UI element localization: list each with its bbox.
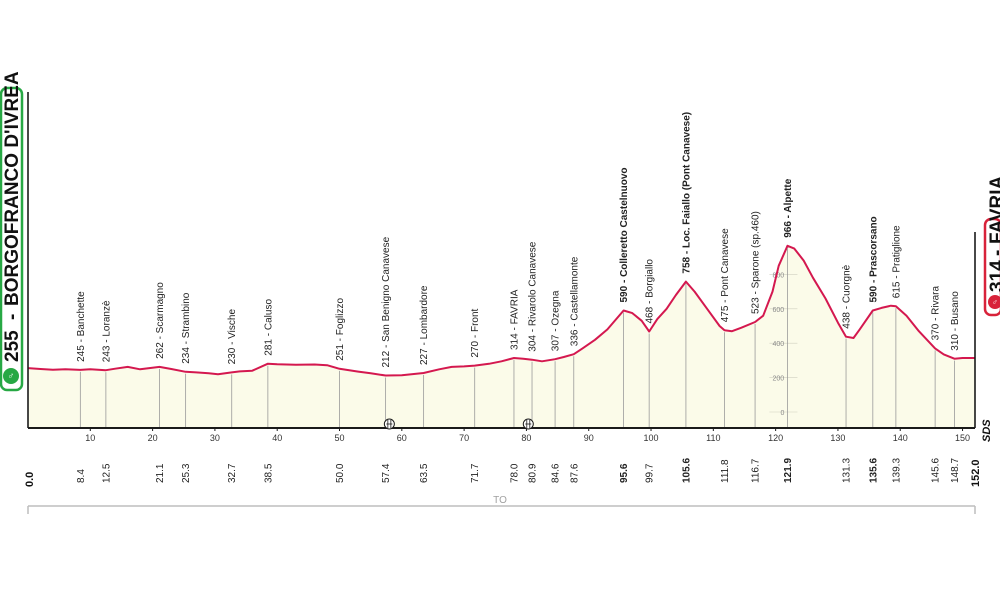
x-tick-label: 20 — [148, 433, 158, 443]
waypoint-km: 21.1 — [155, 463, 166, 483]
waypoint-km: 50.0 — [335, 463, 346, 483]
waypoint-km: 12.5 — [101, 463, 112, 483]
altitude-tick-label: 800 — [773, 272, 785, 279]
waypoint-label: 758 - Loc. Faiallo (Pont Canavese) — [681, 112, 692, 274]
waypoint-label: 304 - Rivarolo Canavese — [528, 241, 539, 351]
waypoint-label: 590 - Colleretto Castelnuovo — [619, 167, 630, 302]
waypoint-label: 966 - Alpette — [783, 178, 794, 238]
finish-badge: ♂ 314 - FAVRIA — [983, 175, 1000, 317]
sds-logo: SDS — [981, 419, 993, 442]
waypoint-km: 99.7 — [645, 463, 656, 483]
waypoint-label: 281 - Caluso — [263, 299, 274, 356]
x-tick-label: 120 — [768, 433, 783, 443]
waypoint-label: 230 - Vische — [227, 309, 238, 365]
waypoint-label: 234 - Strambino — [181, 292, 192, 364]
x-tick-label: 40 — [272, 433, 282, 443]
x-tick-label: 110 — [706, 433, 720, 443]
waypoint-km: 139.3 — [891, 458, 902, 483]
waypoint-km: 80.9 — [528, 463, 539, 483]
waypoint-label: 310 - Busano — [950, 291, 961, 351]
waypoint-km: 8.4 — [76, 469, 87, 483]
finish-dash: - — [987, 250, 1000, 256]
x-tick-label: 60 — [397, 433, 407, 443]
waypoint-label: 212 - San Benigno Canavese — [381, 236, 392, 367]
x-tick-label: 140 — [893, 433, 908, 443]
waypoint-km: 87.6 — [569, 463, 580, 483]
x-tick-label: 70 — [459, 433, 469, 443]
x-tick-label: 10 — [85, 433, 95, 443]
start-badge: ♂ 255 - BORGOFRANCO D'IVREA — [0, 71, 24, 392]
waypoint-km: 38.5 — [263, 463, 274, 483]
waypoint-label: 438 - Cuorgnè — [842, 264, 853, 328]
waypoint-km: 121.9 — [783, 458, 794, 483]
waypoint-label: 262 - Scarmagno — [155, 282, 166, 359]
waypoint-label: 590 - Prascorsano — [868, 216, 879, 302]
waypoint-label: 245 - Banchette — [76, 291, 87, 362]
waypoint-km: 111.8 — [720, 459, 731, 483]
waypoint-label: 243 - Loranzè — [101, 300, 112, 362]
bottom-bracket: TO — [27, 495, 976, 514]
waypoint-km: 105.6 — [681, 458, 692, 483]
x-tick-label: 90 — [584, 433, 594, 443]
waypoint-km: 145.6 — [931, 458, 942, 483]
waypoint-km: 135.6 — [868, 458, 879, 483]
finish-cyclist-icon: ♂ — [992, 298, 998, 307]
profile-line — [27, 244, 975, 377]
start-icon — [3, 368, 19, 384]
waypoint-label: 370 - Rivara — [931, 285, 942, 340]
waypoint-km: 131.3 — [842, 458, 853, 483]
start-km: 0.0 — [24, 472, 36, 487]
waypoint-label: 270 - Front — [470, 308, 481, 357]
altitude-tick-label: 400 — [773, 341, 785, 348]
altitude-tick-label: 200 — [773, 376, 785, 383]
waypoint-km: 78.0 — [510, 463, 521, 483]
finish-icon — [988, 295, 1000, 309]
waypoint-km: 148.7 — [950, 458, 961, 483]
province-label: TO — [493, 495, 507, 506]
x-tick-label: 130 — [830, 433, 845, 443]
waypoint-label: 468 - Borgiallo — [645, 259, 656, 324]
waypoint-km: 95.6 — [619, 463, 630, 483]
x-tick-label: 50 — [335, 433, 345, 443]
bridge-icon — [522, 418, 534, 430]
x-tick-label: 30 — [210, 433, 220, 443]
finish-altitude: 314 — [987, 260, 1000, 292]
waypoint-km: 116.7 — [751, 458, 762, 483]
waypoint-label: 523 - Sparone (sp.460) — [751, 211, 762, 314]
waypoint-km: 32.7 — [227, 463, 238, 483]
x-tick-label: 80 — [521, 433, 531, 443]
waypoint-label: 475 - Pont Canavese — [720, 228, 731, 322]
finish-name: FAVRIA — [987, 175, 1000, 244]
profile-area — [28, 245, 975, 428]
start-altitude: 255 — [2, 330, 23, 362]
start-name: BORGOFRANCO D'IVREA — [2, 71, 23, 306]
waypoint-km: 63.5 — [419, 463, 430, 483]
x-tick-label: 100 — [644, 433, 659, 443]
start-dash: - — [2, 314, 23, 320]
altitude-tick-label: 0 — [781, 410, 785, 417]
finish-km: 152.0 — [970, 459, 982, 487]
bridge-icon — [383, 418, 395, 430]
waypoint-km: 25.3 — [181, 463, 192, 483]
waypoint-km: 71.7 — [470, 463, 481, 483]
waypoint-label: 615 - Pratiglione — [891, 225, 902, 298]
waypoint-label: 251 - Foglizzo — [335, 298, 346, 361]
waypoint-label: 314 - FAVRIA — [510, 289, 521, 350]
waypoint-label: 336 - Castellamonte — [569, 256, 580, 346]
cyclist-icon: ♂ — [8, 371, 15, 381]
waypoint-label: 307 - Ozegna — [551, 290, 562, 351]
waypoint-km: 57.4 — [381, 463, 392, 483]
x-tick-label: 150 — [955, 433, 970, 443]
altitude-tick-label: 600 — [773, 307, 785, 314]
waypoint-km: 84.6 — [551, 463, 562, 483]
waypoint-label: 227 - Lombardore — [419, 285, 430, 365]
